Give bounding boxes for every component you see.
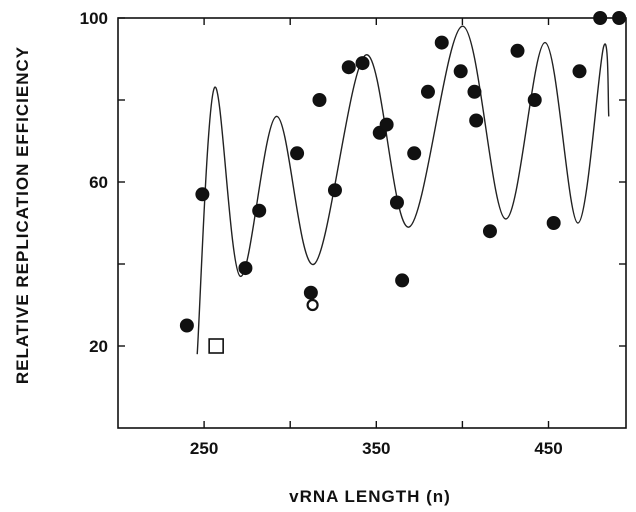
- y-axis-label: RELATIVE REPLICATION EFFICIENCY: [13, 46, 32, 384]
- data-point-filled: [179, 318, 194, 333]
- x-tick-label: 250: [190, 439, 218, 458]
- data-point-filled: [252, 203, 267, 218]
- data-point-filled: [355, 56, 370, 71]
- data-points: [179, 11, 627, 354]
- data-point-open-square: [208, 338, 224, 354]
- data-point-filled: [420, 84, 435, 99]
- data-point-filled: [612, 11, 627, 25]
- data-point-filled: [341, 60, 356, 75]
- x-tick-label: 350: [362, 439, 390, 458]
- data-point-filled: [434, 35, 449, 50]
- data-point-filled: [238, 261, 253, 276]
- fit-curve-line: [196, 25, 610, 355]
- data-point-filled: [407, 146, 422, 161]
- data-point-filled: [379, 117, 394, 132]
- fit-curve: [196, 25, 610, 355]
- data-point-filled: [546, 216, 561, 230]
- data-point-filled: [290, 146, 305, 161]
- y-tick-label: 100: [80, 9, 108, 28]
- data-point-filled: [593, 11, 608, 25]
- x-tick-label: 450: [534, 439, 562, 458]
- plot-frame: [117, 17, 627, 429]
- data-point-filled: [303, 285, 318, 300]
- data-point-filled: [312, 93, 327, 107]
- x-axis-label: vRNA LENGTH (n): [289, 487, 451, 506]
- tick-labels: 250 350 450 20 60 100: [80, 9, 563, 458]
- data-point-filled: [195, 187, 210, 202]
- plot-border: [117, 17, 627, 429]
- data-point-filled: [467, 84, 482, 99]
- data-point-filled: [527, 93, 542, 107]
- data-point-filled: [389, 195, 404, 210]
- data-point-filled: [327, 183, 342, 198]
- data-point-filled: [572, 64, 587, 79]
- data-point-filled: [395, 273, 410, 288]
- data-point-filled: [469, 113, 484, 128]
- data-point-filled: [510, 43, 525, 58]
- y-tick-label: 60: [89, 173, 108, 192]
- data-point-open-circle: [306, 298, 319, 312]
- y-tick-label: 20: [89, 337, 108, 356]
- data-point-filled: [482, 224, 497, 239]
- data-point-filled: [453, 64, 468, 79]
